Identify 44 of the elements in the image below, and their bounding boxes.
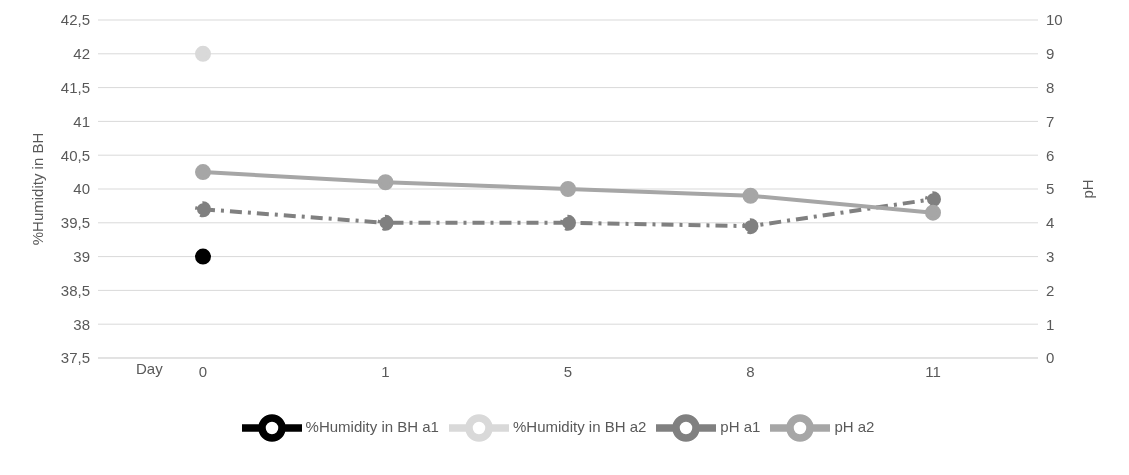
legend-label: %Humidity in BH a1 <box>305 417 439 435</box>
point <box>560 214 576 231</box>
y-axis-title: %Humidity in BH <box>29 132 47 246</box>
x-tick-label: 11 <box>925 362 941 380</box>
y-tick-label: 38,5 <box>60 281 90 299</box>
point <box>925 191 941 208</box>
x-tick-label: 0 <box>198 362 208 380</box>
y2-tick-label: 1 <box>1046 315 1055 333</box>
y2-tick-label: 8 <box>1046 78 1055 96</box>
y2-tick-label: 2 <box>1046 281 1055 299</box>
y-tick-label: 41 <box>73 112 90 130</box>
x-tick-label: 8 <box>746 362 755 380</box>
y-tick-label: 41,5 <box>60 78 90 96</box>
y-tick-label: 39,5 <box>60 214 90 232</box>
point <box>742 187 759 204</box>
y2-tick-label: 3 <box>1046 247 1055 265</box>
y-tick-label: 38 <box>73 315 90 333</box>
y2-tick-label: 7 <box>1046 112 1055 130</box>
point <box>742 218 759 235</box>
x-tick-label: 5 <box>563 362 573 380</box>
y-tick-label: 37,5 <box>60 349 90 367</box>
y2-tick-label: 0 <box>1046 349 1055 367</box>
y2-tick-label: 9 <box>1046 45 1055 63</box>
y2-tick-label: 10 <box>1046 11 1063 29</box>
point <box>925 204 941 221</box>
y2-tick-label: 5 <box>1046 180 1055 198</box>
point <box>377 174 394 191</box>
point <box>560 181 576 197</box>
legend-label: pH a2 <box>834 417 875 435</box>
legend-label: %Humidity in BH a2 <box>512 417 647 435</box>
point <box>195 201 211 218</box>
y2-tick-label: 6 <box>1046 146 1055 164</box>
y-tick-label: 39 <box>73 247 90 265</box>
y-tick-label: 42,5 <box>60 11 90 29</box>
x-axis-title: Day <box>136 359 164 377</box>
y-tick-label: 42 <box>73 45 90 63</box>
y2-tick-label: 4 <box>1046 214 1055 232</box>
point <box>377 214 394 231</box>
y2-axis-title: pH <box>1079 179 1097 199</box>
x-tick-label: 1 <box>381 362 390 380</box>
y-tick-label: 40,5 <box>60 146 90 164</box>
point <box>195 164 211 181</box>
legend-label: pH a1 <box>720 417 761 435</box>
y-tick-label: 40 <box>73 180 90 198</box>
